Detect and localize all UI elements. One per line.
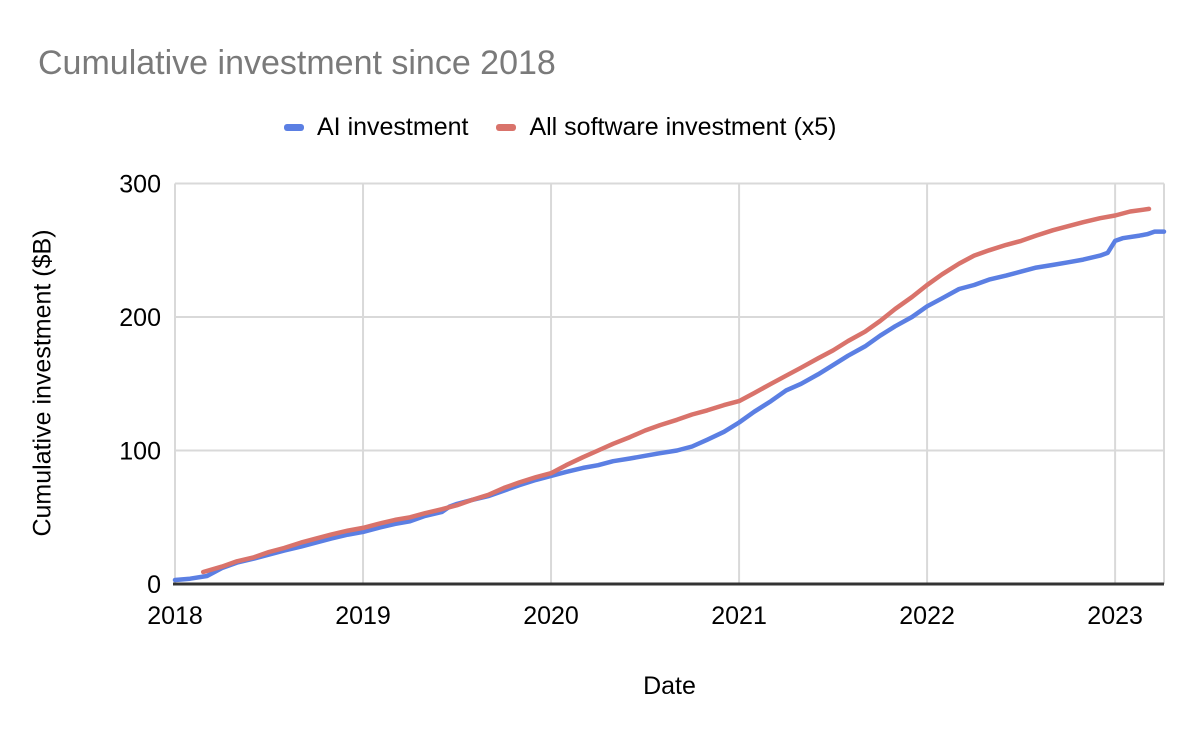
legend-swatch-software-investment-icon bbox=[496, 123, 517, 131]
legend-label-software-investment: All software investment (x5) bbox=[529, 112, 837, 141]
y-tick-label: 0 bbox=[147, 571, 161, 599]
chart-title: Cumulative investment since 2018 bbox=[38, 44, 556, 82]
y-tick-label: 100 bbox=[119, 438, 161, 466]
legend-label-ai-investment: AI investment bbox=[317, 112, 469, 141]
y-axis-title-text: Cumulative investment ($B) bbox=[28, 229, 57, 537]
x-tick-label: 2021 bbox=[711, 602, 767, 630]
x-tick-label: 2018 bbox=[147, 602, 203, 630]
y-tick-label: 200 bbox=[119, 304, 161, 332]
series-line-software-investment bbox=[200, 206, 1152, 575]
y-tick-label: 300 bbox=[119, 171, 161, 199]
x-tick-label: 2020 bbox=[523, 602, 579, 630]
legend-item-ai-investment: AI investment bbox=[284, 113, 468, 142]
x-tick-label: 2019 bbox=[335, 602, 391, 630]
x-axis-title: Date bbox=[643, 672, 696, 700]
x-tick-label: 2022 bbox=[899, 602, 955, 630]
legend-item-software-investment: All software investment (x5) bbox=[496, 112, 837, 142]
legend: AI investment All software investment (x… bbox=[284, 110, 837, 144]
legend-swatch-ai-investment-icon bbox=[284, 123, 304, 131]
x-tick-label: 2023 bbox=[1087, 602, 1143, 630]
series-line-ai-investment bbox=[172, 229, 1167, 583]
